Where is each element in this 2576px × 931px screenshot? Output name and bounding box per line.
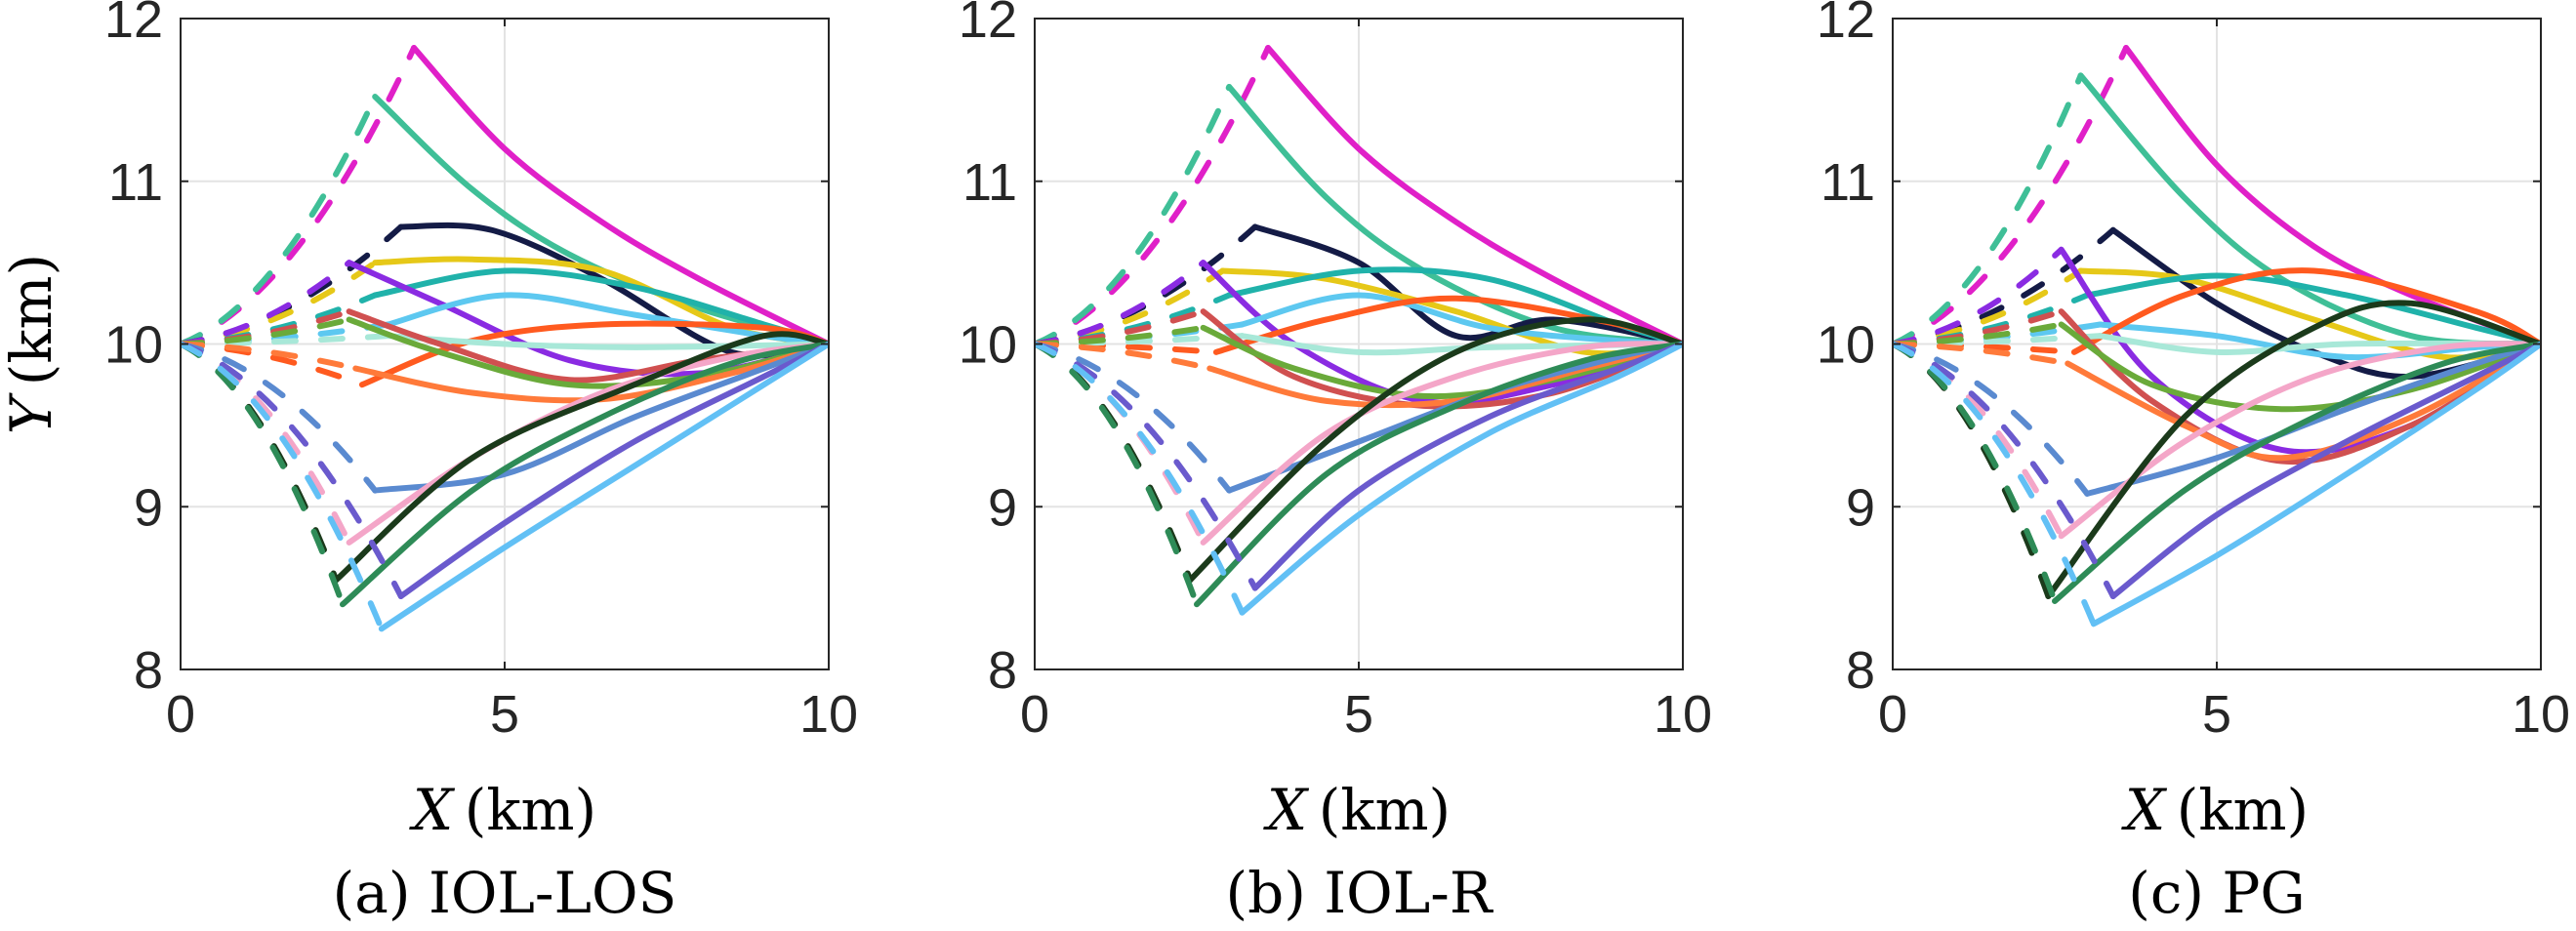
x-axis-label: X (km)	[2121, 777, 2309, 843]
chart-panel-2: 0 5 10 8 9 10 11 12 X (km) (b) IOL-R	[959, 0, 1712, 926]
series-line-11	[2058, 321, 2541, 413]
series-leadin-13	[181, 341, 379, 494]
series-leadin-12	[181, 341, 359, 372]
series-group	[1035, 45, 1683, 616]
x-tick-label: 10	[2512, 685, 2570, 744]
series-leadin-1	[181, 45, 418, 347]
y-axis-label-unit: (km)	[0, 254, 64, 397]
x-axis-label: X (km)	[409, 777, 596, 843]
x-tick-label: 5	[1344, 685, 1373, 744]
y-tick-label: 8	[1846, 641, 1875, 700]
series-line-11	[1200, 324, 1683, 400]
y-tick-label: 10	[1817, 316, 1875, 375]
series-line-15	[2045, 300, 2541, 599]
series-leadin-18	[181, 341, 385, 632]
y-tick-label: 9	[1846, 478, 1875, 537]
series-group	[181, 45, 829, 632]
y-tick-label: 11	[1820, 153, 1875, 212]
x-axis-label-var: X	[409, 777, 456, 843]
chart-panel-3: 0 5 10 8 9 10 11 12 X (km) (c) PG	[1817, 0, 2570, 926]
series-line-15	[1187, 316, 1683, 584]
series-leadin-18	[1035, 341, 1246, 616]
series-line-2	[372, 94, 829, 347]
x-tick-label: 5	[490, 685, 519, 744]
series-leadin-1	[1893, 45, 2130, 347]
series-leadin-7	[181, 321, 391, 347]
series-leadin-12	[1893, 341, 2071, 367]
series-line-14	[346, 341, 829, 546]
y-tick-label: 10	[959, 316, 1017, 375]
series-line-15	[333, 331, 829, 584]
y-axis-label: Y (km)	[0, 254, 64, 434]
series-line-16	[2052, 341, 2541, 604]
x-tick-label: 0	[1878, 685, 1907, 744]
series-line-1	[1265, 45, 1683, 347]
series-group	[1893, 45, 2541, 627]
series-leadin-17	[1893, 341, 2116, 599]
x-axis-label-var: X	[1263, 777, 1310, 843]
series-line-5	[2084, 272, 2541, 347]
x-axis-label-unit: (km)	[453, 777, 596, 843]
x-axis-label-var: X	[2121, 777, 2168, 843]
panel-caption: (b) IOL-R	[1225, 860, 1493, 926]
series-line-16	[340, 341, 829, 608]
series-line-1	[411, 45, 829, 347]
y-tick-label: 12	[959, 0, 1017, 49]
series-line-9	[385, 333, 829, 350]
series-line-17	[397, 341, 829, 599]
y-tick-label: 10	[104, 316, 163, 375]
series-line-12	[1206, 341, 1683, 409]
series-leadin-9	[1893, 333, 2104, 347]
panel-caption: (c) PG	[2128, 860, 2306, 926]
x-tick-label: 5	[2202, 685, 2231, 744]
x-tick-label: 10	[1654, 685, 1712, 744]
y-tick-label: 11	[108, 153, 163, 212]
x-tick-label: 10	[799, 685, 858, 744]
series-leadin-3	[1893, 226, 2116, 347]
series-line-14	[1200, 341, 1683, 546]
series-leadin-17	[181, 341, 404, 599]
x-axis-label-unit: (km)	[1307, 777, 1451, 843]
series-line-18	[378, 341, 829, 632]
series-leadin-16	[181, 341, 346, 608]
series-line-18	[2090, 341, 2541, 627]
series-line-8	[358, 320, 829, 388]
series-leadin-18	[1893, 341, 2097, 627]
series-leadin-6	[1893, 246, 2065, 347]
y-tick-label: 12	[1817, 0, 1875, 49]
series-line-13	[372, 341, 829, 494]
series-line-8	[2070, 267, 2541, 355]
series-leadin-16	[1893, 341, 2058, 604]
series-line-17	[2109, 341, 2541, 599]
y-tick-label: 8	[988, 641, 1017, 700]
panel-caption: (a) IOL-LOS	[333, 860, 677, 926]
y-tick-label: 11	[962, 153, 1017, 212]
x-axis-label: X (km)	[1263, 777, 1451, 843]
x-axis-label-unit: (km)	[2165, 777, 2309, 843]
series-leadin-12	[1035, 341, 1213, 372]
series-leadin-9	[1035, 333, 1246, 347]
series-leadin-1	[1035, 45, 1272, 347]
series-line-3	[1251, 223, 1683, 347]
series-leadin-13	[1893, 341, 2091, 497]
x-tick-label: 0	[1020, 685, 1049, 744]
series-line-18	[1239, 341, 1683, 616]
series-leadin-16	[1035, 341, 1200, 608]
x-tick-label: 0	[166, 685, 195, 744]
series-line-12	[2065, 341, 2541, 462]
y-tick-label: 9	[988, 478, 1017, 537]
series-line-13	[2084, 341, 2541, 497]
y-axis-label-var: Y	[0, 392, 64, 434]
series-line-17	[1251, 341, 1683, 591]
series-line-16	[1194, 341, 1683, 608]
series-leadin-13	[1035, 341, 1233, 494]
series-line-7	[385, 292, 829, 347]
y-tick-label: 8	[134, 641, 163, 700]
y-tick-label: 12	[104, 0, 163, 49]
y-tick-label: 9	[134, 478, 163, 537]
series-leadin-9	[181, 333, 391, 347]
